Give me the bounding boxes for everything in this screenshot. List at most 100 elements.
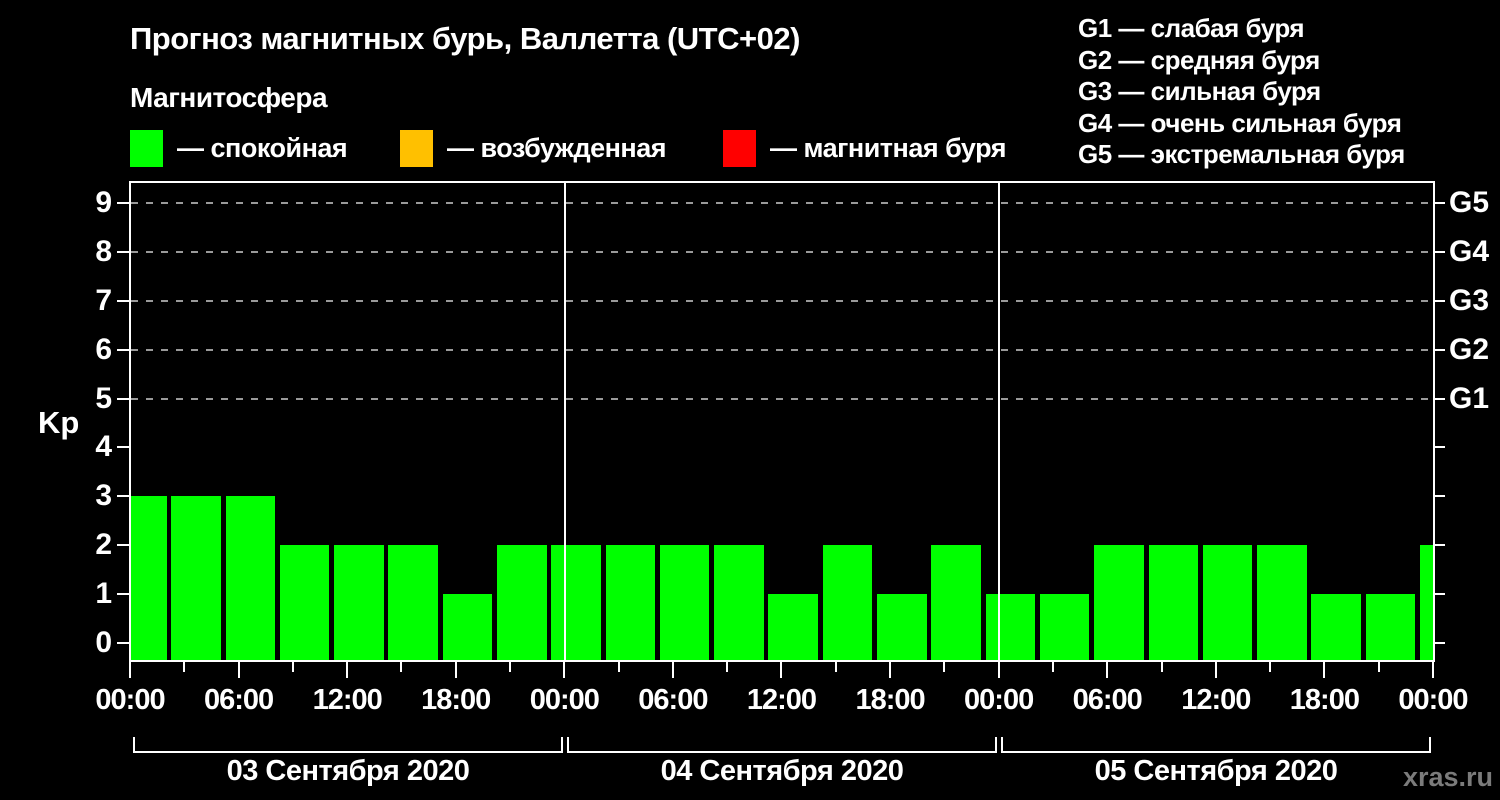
legend-label-excited: — возбужденная bbox=[447, 133, 666, 163]
y-axis-tick-left bbox=[117, 495, 129, 498]
kp-bar bbox=[1148, 545, 1198, 660]
y-axis-label-3: 3 bbox=[95, 479, 112, 513]
legend-item-excited: — возбужденная bbox=[400, 130, 666, 167]
x-axis-time-label: 00:00 bbox=[95, 684, 165, 716]
x-axis-tick bbox=[1323, 662, 1326, 678]
kp-bar bbox=[1257, 545, 1307, 660]
x-axis-time-label: 00:00 bbox=[529, 684, 600, 716]
y-axis-label-5: 5 bbox=[95, 381, 112, 415]
y-axis-tick-left bbox=[117, 544, 129, 547]
x-axis-tick bbox=[780, 662, 783, 678]
date-label: 05 Сентября 2020 bbox=[1094, 755, 1338, 787]
date-label: 04 Сентября 2020 bbox=[660, 755, 904, 787]
x-axis-time-label: 12:00 bbox=[746, 684, 817, 716]
x-axis-tick bbox=[1214, 662, 1217, 678]
y-axis-tick-left bbox=[117, 446, 129, 449]
y-axis-tick-left bbox=[117, 348, 129, 351]
kp-bar bbox=[279, 545, 330, 660]
g-scale-row-g4: G4 — очень сильная буря bbox=[1078, 107, 1402, 138]
kp-bar bbox=[1365, 594, 1416, 660]
kp-bar bbox=[1202, 545, 1253, 660]
y-axis-label-4: 4 bbox=[95, 430, 112, 464]
y-axis-label-1: 1 bbox=[95, 577, 112, 611]
x-axis-tick bbox=[346, 662, 349, 678]
page-title: Прогноз магнитных бурь, Валлетта (UTC+02… bbox=[130, 21, 800, 56]
kp-bar bbox=[388, 545, 438, 660]
y-axis-tick-right bbox=[1433, 446, 1445, 449]
x-axis-tick bbox=[183, 662, 186, 672]
day-separator bbox=[998, 183, 1000, 660]
kp-bar bbox=[1311, 594, 1361, 660]
x-axis-time-label: 12:00 bbox=[312, 684, 383, 716]
kp-bar bbox=[225, 496, 276, 660]
y-axis-tick-left bbox=[117, 250, 129, 253]
x-axis-tick bbox=[617, 662, 620, 672]
date-bracket bbox=[133, 737, 563, 753]
y-axis-label-6: 6 bbox=[95, 332, 112, 366]
x-axis-time-label: 18:00 bbox=[1289, 684, 1360, 716]
x-axis-tick bbox=[454, 662, 457, 678]
x-axis-tick bbox=[1160, 662, 1163, 672]
gridline-kp9 bbox=[131, 201, 1433, 204]
x-axis-time-label: 00:00 bbox=[1398, 684, 1468, 716]
kp-bar bbox=[171, 496, 221, 660]
legend-item-quiet: — спокойная bbox=[130, 130, 348, 167]
kp-bar bbox=[131, 496, 167, 660]
x-axis-tick bbox=[563, 662, 566, 678]
y-axis-tick-right bbox=[1433, 593, 1445, 596]
kp-bar bbox=[497, 545, 547, 660]
x-axis-time-label: 06:00 bbox=[638, 684, 708, 716]
kp-bar bbox=[931, 545, 981, 660]
x-axis-time-label: 18:00 bbox=[421, 684, 491, 716]
gridline-kp8 bbox=[131, 250, 1433, 253]
y-axis-tick-right bbox=[1433, 642, 1445, 644]
x-axis-tick bbox=[129, 662, 131, 678]
legend-label-quiet: — спокойная bbox=[177, 133, 348, 163]
legend-item-storm: — магнитная буря bbox=[723, 130, 1006, 167]
y-axis-tick-right bbox=[1433, 201, 1445, 204]
y-axis-tick-left bbox=[117, 201, 129, 204]
y-axis-label-0: 0 bbox=[95, 626, 112, 659]
x-axis-tick bbox=[943, 662, 946, 672]
y-axis-tick-right bbox=[1433, 250, 1445, 253]
g-scale-row-g1: G1 — слабая буря bbox=[1078, 13, 1305, 43]
x-axis-time-label: 00:00 bbox=[964, 684, 1034, 716]
kp-bar bbox=[551, 545, 601, 660]
kp-bar bbox=[985, 594, 1036, 660]
g-level-label-g4: G4 bbox=[1449, 234, 1490, 268]
x-axis-tick bbox=[1431, 662, 1434, 678]
y-axis-tick-left bbox=[117, 299, 129, 302]
date-bracket bbox=[567, 737, 997, 753]
y-axis-tick-right bbox=[1433, 397, 1445, 400]
quiet-color-swatch bbox=[130, 130, 163, 167]
kp-bar bbox=[1039, 594, 1090, 660]
x-axis-time-label: 12:00 bbox=[1181, 684, 1251, 716]
kp-bar bbox=[442, 594, 493, 660]
excited-color-swatch bbox=[400, 130, 433, 167]
g-scale-row-g3: G3 — сильная буря bbox=[1078, 76, 1321, 106]
kp-bar bbox=[1094, 545, 1144, 660]
legend-label-storm: — магнитная буря bbox=[770, 133, 1006, 163]
y-axis-tick-left bbox=[117, 397, 129, 400]
x-axis-time-label: 18:00 bbox=[855, 684, 925, 716]
magnetosphere-subtitle: Магнитосфера bbox=[130, 82, 328, 113]
chart-plot-area bbox=[129, 181, 1435, 662]
kp-bar bbox=[768, 594, 818, 660]
x-axis-tick bbox=[237, 662, 240, 678]
kp-bar bbox=[822, 545, 873, 660]
x-axis-time-label: 06:00 bbox=[203, 684, 274, 716]
kp-bar bbox=[1419, 545, 1433, 660]
watermark: xras.ru bbox=[1402, 762, 1493, 792]
x-axis-tick bbox=[291, 662, 294, 672]
g-scale-row-g5: G5 — экстремальная буря bbox=[1078, 139, 1405, 169]
y-axis-tick-left bbox=[117, 593, 129, 596]
x-axis-tick bbox=[509, 662, 512, 672]
day-separator bbox=[564, 183, 566, 660]
y-axis-tick-right bbox=[1433, 299, 1445, 302]
g-level-label-g3: G3 bbox=[1449, 283, 1490, 317]
x-axis-tick bbox=[997, 662, 1000, 678]
y-axis-label-8: 8 bbox=[95, 234, 112, 268]
kp-bar bbox=[605, 545, 656, 660]
g-level-label-g2: G2 bbox=[1449, 332, 1490, 366]
y-axis-label-7: 7 bbox=[95, 283, 112, 317]
